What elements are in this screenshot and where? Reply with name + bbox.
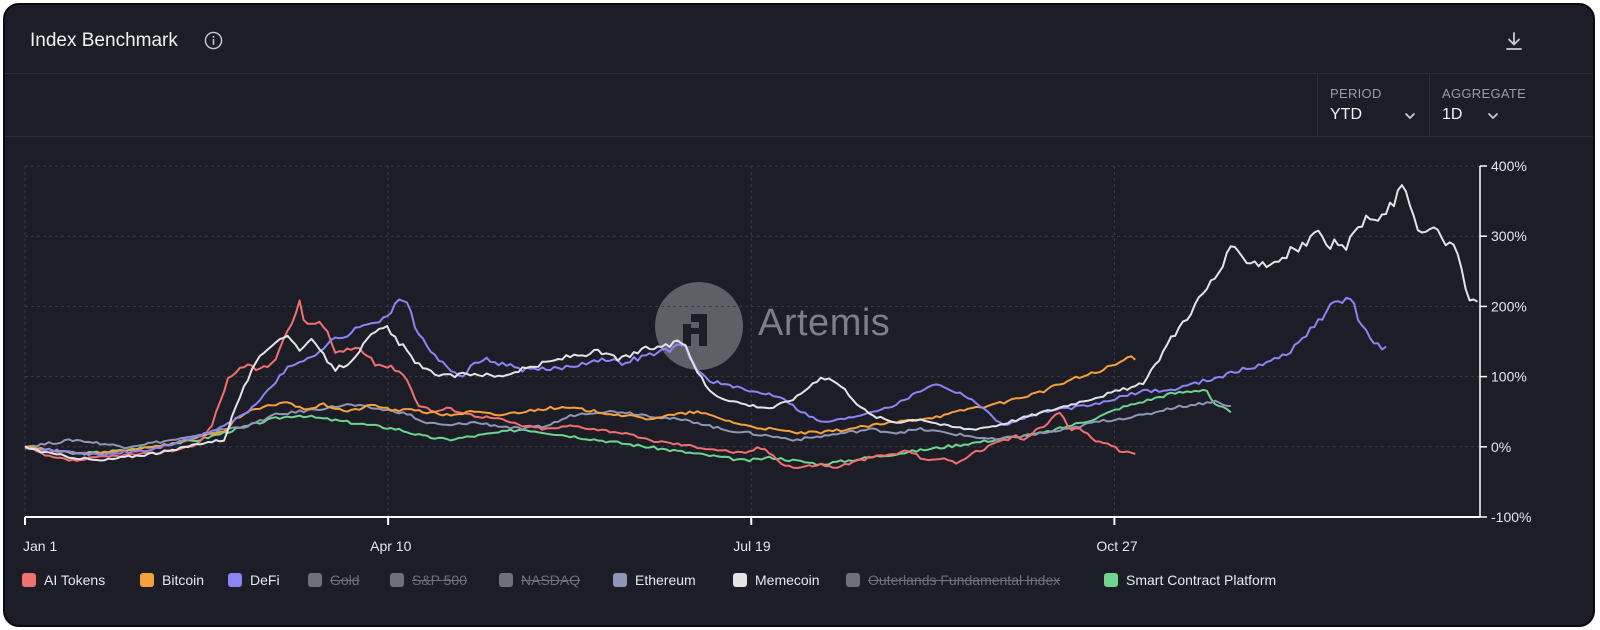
legend-swatch: [22, 573, 36, 587]
line-chart: 400% 300% 200% 100% 0% -100% Jan 1 Apr 10 Jul 19…: [23, 158, 1531, 554]
legend-swatch: [613, 573, 627, 587]
legend-swatch: [846, 573, 860, 587]
legend-label: DeFi: [250, 572, 280, 588]
legend-label: Ethereum: [635, 572, 696, 588]
x-tick-label: Apr 10: [370, 538, 411, 554]
index-benchmark-card: Index Benchmark PERIOD YTD AGGREGATE 1D: [3, 3, 1595, 627]
y-tick-label: -100%: [1491, 509, 1531, 525]
artemis-watermark: Artemis: [655, 282, 925, 372]
legend-swatch: [733, 573, 747, 587]
card-header: Index Benchmark: [5, 5, 1593, 74]
aggregate-label: AGGREGATE: [1442, 86, 1527, 101]
y-tick-label: 200%: [1491, 298, 1527, 314]
legend-swatch: [140, 573, 154, 587]
x-tick-label: Oct 27: [1096, 538, 1137, 554]
series-line-smart-contract-platform: [24, 388, 1232, 467]
artemis-mark-icon: [683, 314, 707, 346]
legend-label: Smart Contract Platform: [1126, 572, 1277, 588]
period-label: PERIOD: [1330, 86, 1382, 101]
y-tick-label: 0%: [1491, 439, 1511, 455]
legend-swatch: [1104, 573, 1118, 587]
y-tick-label: 400%: [1491, 158, 1527, 174]
series-line-memecoin: [24, 184, 1478, 462]
series-line-defi: [24, 296, 1387, 457]
period-value: YTD: [1330, 106, 1362, 123]
y-tick-label: 100%: [1491, 369, 1527, 385]
chart-controls: PERIOD YTD AGGREGATE 1D: [5, 74, 1593, 137]
x-tick-label: Jul 19: [733, 538, 771, 554]
legend-label: Bitcoin: [162, 572, 205, 588]
legend-swatch: [308, 573, 322, 587]
download-icon[interactable]: [1502, 29, 1526, 53]
legend-label: Memecoin: [755, 572, 820, 588]
series-line-bitcoin: [24, 355, 1136, 455]
legend-swatch: [390, 573, 404, 587]
aggregate-select[interactable]: AGGREGATE 1D: [1429, 74, 1593, 136]
series-line-ethereum: [24, 399, 1231, 450]
legend-label: Gold: [330, 572, 360, 588]
legend-swatch: [499, 573, 513, 587]
chevron-down-icon: [1405, 113, 1415, 119]
watermark-text: Artemis: [758, 302, 891, 344]
chevron-down-icon: [1488, 113, 1498, 119]
legend-swatch: [228, 573, 242, 587]
legend-label: AI Tokens: [44, 572, 106, 588]
legend-label: Outerlands Fundamental Index: [868, 572, 1061, 588]
info-circle-icon[interactable]: [204, 31, 223, 50]
series-line-ai-tokens: [24, 299, 1136, 469]
legend-label: NASDAQ: [521, 572, 581, 588]
period-select[interactable]: PERIOD YTD: [1317, 74, 1429, 136]
aggregate-value: 1D: [1442, 106, 1463, 123]
legend-label: S&P 500: [412, 572, 468, 588]
y-tick-label: 300%: [1491, 228, 1527, 244]
x-tick-label: Jan 1: [23, 538, 57, 554]
card-title: Index Benchmark: [30, 30, 178, 51]
